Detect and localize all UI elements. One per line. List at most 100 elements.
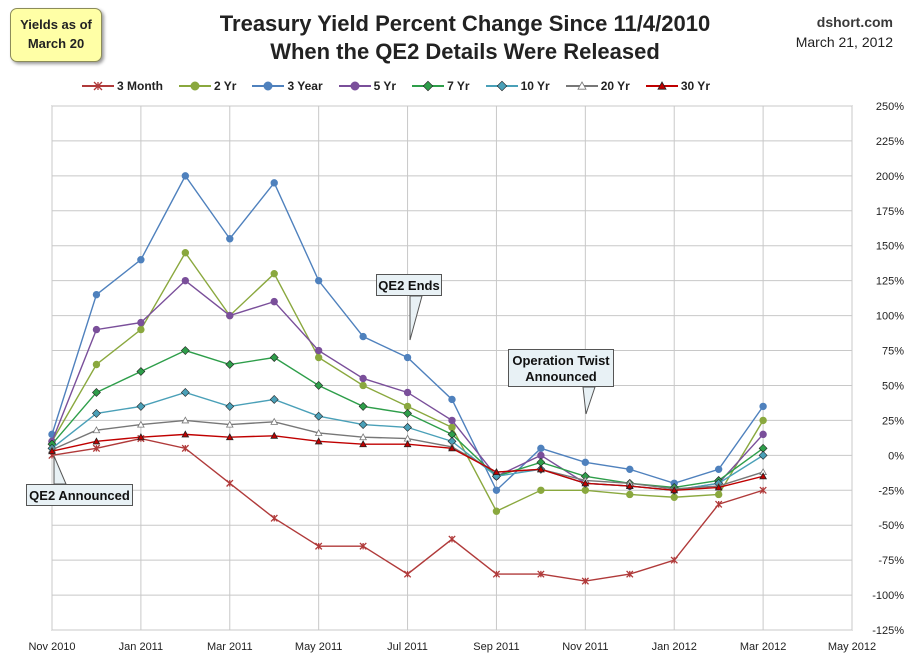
data-point	[759, 472, 767, 480]
data-point	[314, 437, 323, 445]
data-point	[448, 416, 456, 425]
data-point	[92, 290, 101, 299]
x-tick-label: Nov 2010	[28, 641, 75, 653]
data-point	[270, 514, 278, 522]
data-point	[759, 416, 767, 425]
data-point	[225, 420, 234, 428]
data-point	[626, 490, 634, 499]
callout-qe2-ends: QE2 Ends	[376, 274, 442, 296]
callout-operation-twist-text: Operation Twist Announced	[512, 353, 610, 384]
badge-line-2: March 20	[27, 36, 85, 51]
y-tick-label: 50%	[882, 380, 904, 392]
legend-item: 10 Yr	[485, 77, 550, 95]
legend-item: 2 Yr	[179, 77, 236, 95]
data-point	[181, 430, 190, 438]
y-tick-label: 125%	[876, 276, 904, 288]
data-point	[92, 325, 101, 334]
chart-legend: 3 Month 2 Yr 3 Year 5 Yr 7 Yr 10 Yr 20 Yr 30 Yr	[82, 77, 726, 95]
data-point	[225, 433, 234, 441]
data-point	[448, 423, 456, 432]
legend-item: 3 Month	[82, 77, 163, 95]
source-date: March 21, 2012	[795, 34, 893, 50]
data-point	[92, 408, 101, 418]
badge-line-1: Yields as of	[20, 17, 92, 32]
data-point	[581, 458, 590, 467]
legend-label: 20 Yr	[600, 79, 630, 93]
data-point	[537, 570, 545, 578]
data-point	[314, 411, 324, 421]
legend-item: 3 Year	[252, 77, 323, 95]
y-tick-label: 0%	[888, 450, 904, 462]
data-point	[625, 482, 634, 490]
data-point	[270, 431, 279, 439]
series-3-year	[48, 172, 767, 494]
source-block: dshort.com March 21, 2012	[796, 12, 893, 52]
data-point	[314, 346, 323, 355]
data-point	[492, 507, 501, 515]
legend-label: 30 Yr	[680, 79, 710, 93]
legend-swatch-icon	[565, 81, 598, 90]
data-point	[226, 235, 234, 243]
data-point	[581, 486, 590, 494]
x-tick-label: Sep 2011	[473, 641, 519, 653]
data-point	[180, 388, 190, 397]
data-point	[403, 388, 412, 397]
legend-label: 2 Yr	[214, 79, 237, 93]
y-tick-label: -125%	[872, 625, 904, 637]
data-point	[225, 402, 235, 411]
y-tick-label: 175%	[876, 206, 904, 218]
data-point	[714, 483, 723, 491]
data-point	[403, 402, 412, 411]
callout-operation-twist-pointer	[582, 386, 596, 415]
y-tick-label: 25%	[882, 415, 904, 427]
y-tick-label: 200%	[876, 171, 904, 183]
data-point	[581, 479, 590, 487]
data-point	[448, 444, 456, 452]
legend-swatch-icon	[82, 81, 114, 91]
data-point	[358, 420, 368, 430]
data-point	[759, 430, 767, 439]
legend-item: 7 Yr	[412, 77, 470, 95]
data-point	[581, 577, 589, 585]
data-point	[226, 311, 234, 320]
data-point	[492, 468, 501, 476]
legend-swatch-icon	[485, 80, 518, 92]
data-point	[92, 360, 101, 369]
data-point	[403, 422, 412, 432]
data-point	[92, 426, 101, 434]
x-tick-label: May 2012	[828, 641, 876, 653]
callout-qe2-ends-pointer	[409, 295, 423, 341]
data-point	[359, 332, 367, 341]
data-point	[269, 353, 279, 362]
data-point	[270, 269, 278, 278]
legend-item: 30 Yr	[645, 77, 710, 95]
x-tick-label: Mar 2011	[207, 641, 253, 653]
y-tick-label: -75%	[878, 555, 904, 567]
plot-area	[51, 105, 853, 631]
data-point	[270, 297, 278, 306]
data-point	[137, 256, 145, 264]
data-point	[92, 444, 101, 453]
data-point	[403, 440, 412, 448]
data-point	[403, 353, 412, 362]
legend-label: 7 Yr	[447, 79, 470, 93]
legend-item: 5 Yr	[338, 77, 397, 95]
data-point	[136, 402, 146, 411]
data-point	[670, 556, 678, 564]
data-point	[714, 490, 723, 499]
data-point	[314, 381, 324, 390]
x-tick-label: Nov 2011	[562, 641, 608, 653]
data-point	[714, 465, 723, 474]
y-tick-label: 225%	[876, 136, 904, 148]
data-point	[270, 417, 279, 425]
series-30-yr	[48, 430, 767, 494]
y-tick-label: -50%	[878, 520, 904, 532]
legend-label: 5 Yr	[373, 79, 397, 93]
data-point	[225, 360, 235, 369]
data-point	[537, 465, 545, 473]
data-point	[314, 276, 323, 285]
legend-item: 20 Yr	[565, 77, 630, 95]
chart-title: Treasury Yield Percent Change Since 11/4…	[219, 11, 711, 36]
data-point	[758, 450, 768, 460]
